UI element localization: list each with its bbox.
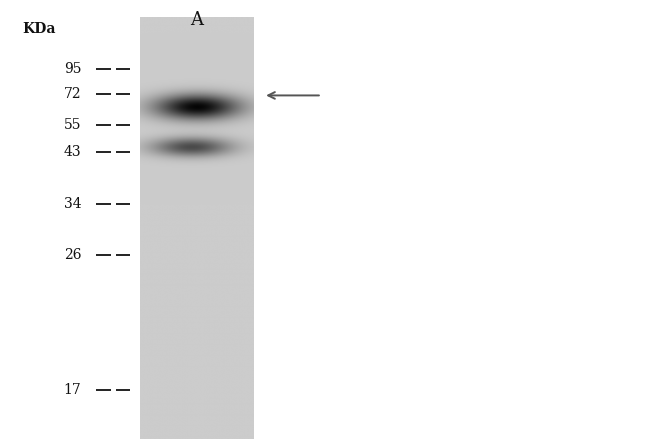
- Text: 34: 34: [64, 197, 81, 211]
- Text: KDa: KDa: [23, 22, 57, 36]
- Text: 17: 17: [64, 383, 81, 397]
- Text: 72: 72: [64, 87, 81, 101]
- Text: 95: 95: [64, 62, 81, 77]
- Bar: [140, 18, 254, 439]
- Text: A: A: [190, 11, 203, 29]
- Text: 26: 26: [64, 248, 81, 263]
- Text: 55: 55: [64, 117, 81, 132]
- Text: 43: 43: [64, 145, 81, 159]
